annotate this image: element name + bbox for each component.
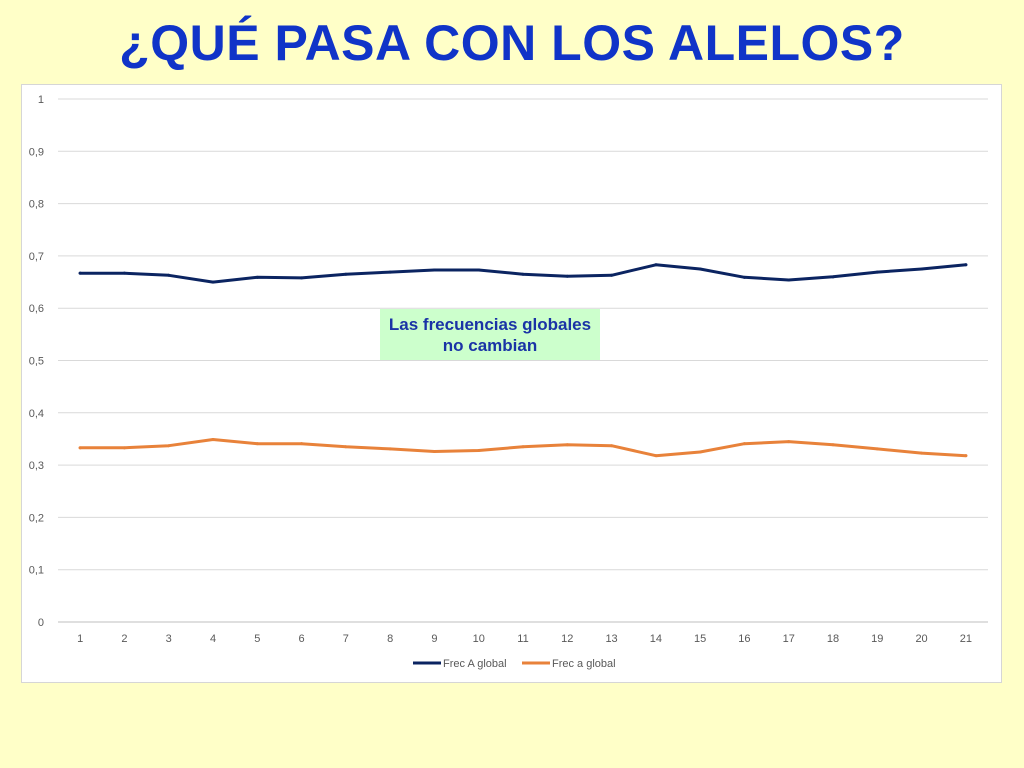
x-tick-label: 19 [871,633,883,645]
data-point [742,275,746,279]
data-point [610,273,614,277]
x-tick-label: 5 [254,633,260,645]
data-point [432,450,436,454]
data-point [78,271,82,275]
x-tick-label: 8 [387,633,393,645]
data-point [211,437,215,441]
y-tick-label: 0,1 [29,565,44,577]
data-point [875,270,879,274]
x-tick-label: 2 [121,633,127,645]
y-tick-label: 0 [38,617,44,629]
x-tick-label: 15 [694,633,706,645]
y-tick-label: 0,5 [29,356,44,368]
data-point [122,446,126,450]
y-tick-label: 0,8 [29,199,44,211]
data-point [122,271,126,275]
y-tick-label: 0,9 [29,146,44,158]
data-point [787,440,791,444]
series-lines [78,263,968,458]
x-tick-label: 11 [517,633,528,645]
data-point [565,443,569,447]
data-point [344,272,348,276]
data-point [477,268,481,272]
x-tick-label: 6 [299,633,305,645]
x-tick-label: 1 [77,633,83,645]
x-tick-label: 12 [561,633,573,645]
y-tick-label: 0,7 [29,251,44,263]
data-point [964,454,968,458]
legend-label: Frec A global [443,658,507,670]
slide-title: ¿QUÉ PASA CON LOS ALELOS? [119,15,905,71]
data-point [654,454,658,458]
data-point [920,267,924,271]
data-point [300,276,304,280]
x-tick-label: 13 [605,633,617,645]
data-point [300,442,304,446]
y-tick-label: 1 [38,94,44,106]
data-point [255,275,259,279]
data-point [875,447,879,451]
legend-label: Frec a global [552,658,616,670]
x-tick-label: 17 [783,633,795,645]
x-tick-label: 3 [166,633,172,645]
data-point [521,445,525,449]
x-tick-label: 4 [210,633,216,645]
data-point [698,450,702,454]
data-point [787,278,791,282]
y-tick-label: 0,3 [29,460,44,472]
data-point [255,442,259,446]
data-point [432,268,436,272]
x-axis: 1 2 3 4 5 6 7 8 9 10 11 12 13 14 15 16 17 18 19 20 21 [77,633,972,645]
data-point [831,443,835,447]
x-tick-label: 18 [827,633,839,645]
data-point [211,280,215,284]
data-point [964,263,968,267]
data-point [78,446,82,450]
x-tick-label: 9 [431,633,437,645]
data-point [654,263,658,267]
x-tick-label: 7 [343,633,349,645]
data-point [388,447,392,451]
y-tick-label: 0,6 [29,303,44,315]
x-tick-label: 16 [738,633,750,645]
data-point [565,274,569,278]
y-axis: 0 0,1 0,2 0,3 0,4 0,5 0,6 0,7 0,8 0,9 1 [29,94,44,629]
legend: Frec A global Frec a global [413,658,616,670]
x-tick-label: 14 [650,633,662,645]
data-point [477,448,481,452]
data-point [831,275,835,279]
x-tick-label: 20 [915,633,927,645]
data-point [344,445,348,449]
gridlines [58,98,988,623]
data-point [920,451,924,455]
data-point [388,270,392,274]
data-point [167,273,171,277]
data-point [698,267,702,271]
annotation-box: Las frecuencias globales no cambian [380,309,600,360]
x-tick-label: 21 [960,633,972,645]
y-tick-label: 0,2 [29,512,44,524]
x-tick-label: 10 [473,633,485,645]
data-point [742,442,746,446]
data-point [610,444,614,448]
data-point [521,272,525,276]
y-tick-label: 0,4 [29,408,44,420]
data-point [167,444,171,448]
